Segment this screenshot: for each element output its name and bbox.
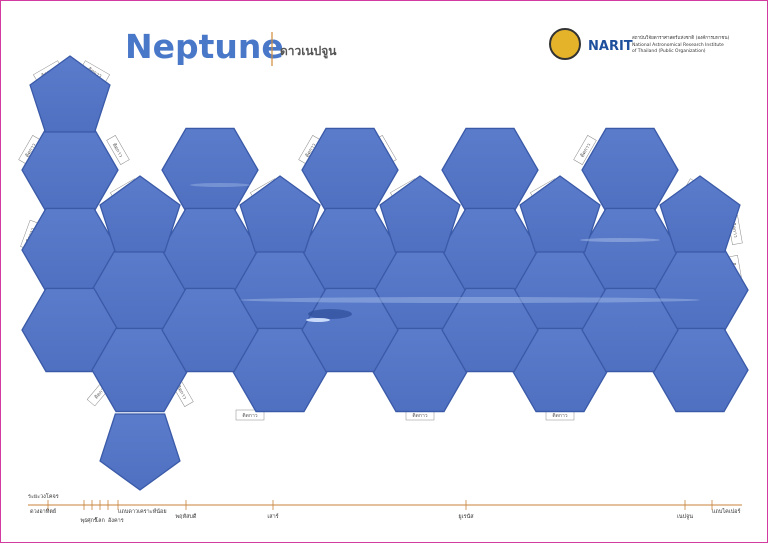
cloud-band — [240, 297, 700, 303]
scale-label: แถบไคเปอร์ — [712, 508, 740, 515]
scale-label: แถบดาวเคราะห์น้อย — [118, 508, 167, 515]
logo-name-en: National Astronomical Research Institute — [632, 42, 724, 48]
scale-label: เสาร์ — [267, 513, 278, 520]
glue-tab — [573, 135, 597, 165]
face — [519, 175, 601, 253]
glue-tab-label: ติดกาว — [242, 412, 257, 419]
orbit-scale: ระยะวงโคจร ดวงอาทิตย์พุธ ศุกร์โลก อังคาร แถ… — [28, 492, 742, 524]
title: Neptune — [125, 27, 284, 66]
scale-title: ระยะวงโคจร — [28, 492, 59, 500]
face — [581, 287, 679, 373]
cloud-band — [580, 238, 660, 242]
glue-tab-label: ติดกาว — [552, 412, 567, 419]
face — [161, 287, 259, 373]
glue-tab-label: ติดกาว — [412, 412, 427, 419]
cloud-band — [190, 183, 250, 187]
subtitle: ดาวเนปจูน — [280, 44, 337, 59]
scale-label: ยูเรนัส — [458, 513, 474, 520]
logo-name-en: of Thailand (Public Organization) — [632, 48, 706, 54]
glue-tab-label: ติดกาว — [730, 222, 740, 238]
logo-acronym: NARIT — [588, 39, 633, 54]
scale-label: ดวงอาทิตย์ — [30, 508, 56, 515]
logo-name-th: สถาบันวิจัยดาราศาสตร์แห่งชาติ (องค์การมห… — [632, 34, 730, 41]
face — [659, 175, 741, 253]
dark-spot — [308, 309, 352, 319]
scale-label: โลก — [95, 516, 105, 524]
face — [99, 175, 181, 253]
scale-label: พฤหัสบดี — [175, 513, 196, 520]
face — [239, 175, 321, 253]
scale-label: พุธ — [81, 517, 88, 524]
scale-label: ศุกร์ — [87, 517, 97, 524]
bright-spot — [306, 318, 330, 322]
face — [99, 413, 181, 491]
glue-tab — [106, 135, 130, 165]
face — [29, 55, 111, 133]
face — [161, 127, 259, 213]
face — [379, 175, 461, 253]
face — [441, 287, 539, 373]
face — [581, 127, 679, 213]
scale-label: อังคาร — [108, 517, 124, 524]
emblem — [549, 28, 581, 60]
scale-label: เนปจูน — [677, 513, 693, 520]
face — [441, 127, 539, 213]
glue-tab — [235, 409, 265, 421]
